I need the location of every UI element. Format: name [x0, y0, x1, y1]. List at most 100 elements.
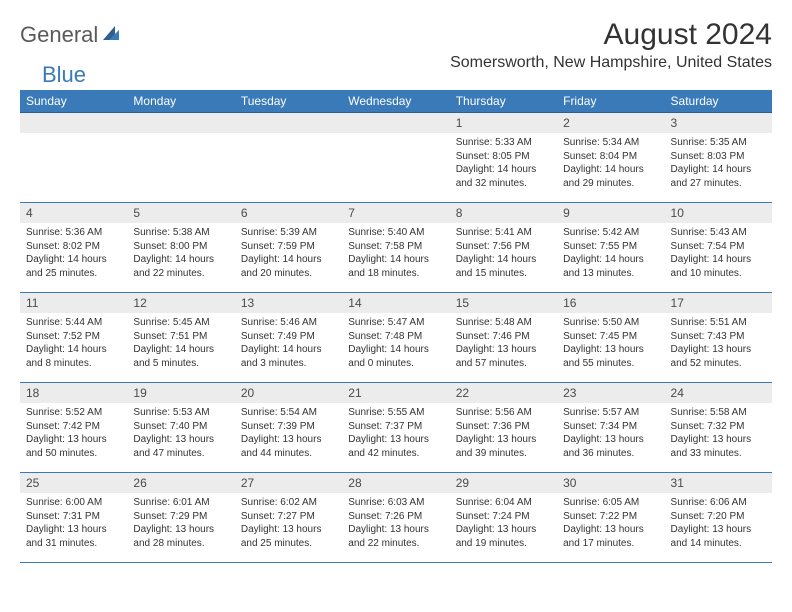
sun-info-line: and 57 minutes. [456, 357, 551, 371]
date-number: 24 [665, 383, 772, 403]
sun-info-line: and 14 minutes. [671, 537, 766, 551]
calendar-cell: 3Sunrise: 5:35 AMSunset: 8:03 PMDaylight… [665, 113, 772, 203]
calendar-cell: 5Sunrise: 5:38 AMSunset: 8:00 PMDaylight… [127, 203, 234, 293]
sun-info-line: and 10 minutes. [671, 267, 766, 281]
calendar-cell: 28Sunrise: 6:03 AMSunset: 7:26 PMDayligh… [342, 473, 449, 563]
date-number: 30 [557, 473, 664, 493]
calendar-cell [127, 113, 234, 203]
date-number: 2 [557, 113, 664, 133]
sun-info-line: Daylight: 13 hours [456, 343, 551, 357]
sun-info-line: Daylight: 14 hours [26, 253, 121, 267]
sun-info-line: Daylight: 13 hours [671, 523, 766, 537]
sun-info-line: Daylight: 13 hours [563, 523, 658, 537]
cell-content: Sunrise: 5:50 AMSunset: 7:45 PMDaylight:… [557, 313, 664, 374]
date-number: 17 [665, 293, 772, 313]
date-number: 21 [342, 383, 449, 403]
sun-info-line: Sunset: 7:58 PM [348, 240, 443, 254]
cell-content: Sunrise: 5:56 AMSunset: 7:36 PMDaylight:… [450, 403, 557, 464]
cell-content: Sunrise: 6:02 AMSunset: 7:27 PMDaylight:… [235, 493, 342, 554]
cell-content: Sunrise: 5:38 AMSunset: 8:00 PMDaylight:… [127, 223, 234, 284]
cell-content: Sunrise: 6:04 AMSunset: 7:24 PMDaylight:… [450, 493, 557, 554]
date-number: 18 [20, 383, 127, 403]
sun-info-line: and 55 minutes. [563, 357, 658, 371]
calendar-cell: 19Sunrise: 5:53 AMSunset: 7:40 PMDayligh… [127, 383, 234, 473]
cell-content: Sunrise: 5:44 AMSunset: 7:52 PMDaylight:… [20, 313, 127, 374]
sun-info-line: and 22 minutes. [133, 267, 228, 281]
sun-info-line: Sunrise: 6:01 AM [133, 496, 228, 510]
sun-info-line: Daylight: 13 hours [348, 433, 443, 447]
date-number: 22 [450, 383, 557, 403]
sun-info-line: Sunset: 8:03 PM [671, 150, 766, 164]
day-header: Sunday [20, 90, 127, 113]
week-row: 1Sunrise: 5:33 AMSunset: 8:05 PMDaylight… [20, 113, 772, 203]
sun-info-line: Sunset: 7:39 PM [241, 420, 336, 434]
sun-info-line: Sunrise: 5:45 AM [133, 316, 228, 330]
sun-info-line: Sunset: 7:59 PM [241, 240, 336, 254]
cell-content: Sunrise: 5:57 AMSunset: 7:34 PMDaylight:… [557, 403, 664, 464]
sun-info-line: and 3 minutes. [241, 357, 336, 371]
cell-content: Sunrise: 5:48 AMSunset: 7:46 PMDaylight:… [450, 313, 557, 374]
sun-info-line: Sunset: 7:55 PM [563, 240, 658, 254]
cell-content: Sunrise: 5:58 AMSunset: 7:32 PMDaylight:… [665, 403, 772, 464]
calendar-cell: 26Sunrise: 6:01 AMSunset: 7:29 PMDayligh… [127, 473, 234, 563]
calendar-cell: 24Sunrise: 5:58 AMSunset: 7:32 PMDayligh… [665, 383, 772, 473]
logo-text-general: General [20, 22, 98, 48]
date-number: 8 [450, 203, 557, 223]
sun-info-line: Sunset: 7:36 PM [456, 420, 551, 434]
empty-date-bar [20, 113, 127, 133]
sun-info-line: Daylight: 14 hours [456, 163, 551, 177]
cell-content: Sunrise: 6:00 AMSunset: 7:31 PMDaylight:… [20, 493, 127, 554]
date-number: 7 [342, 203, 449, 223]
sun-info-line: Sunrise: 5:40 AM [348, 226, 443, 240]
date-number: 10 [665, 203, 772, 223]
sun-info-line: Sunrise: 5:47 AM [348, 316, 443, 330]
sun-info-line: and 25 minutes. [26, 267, 121, 281]
calendar-cell: 29Sunrise: 6:04 AMSunset: 7:24 PMDayligh… [450, 473, 557, 563]
sun-info-line: Sunrise: 5:33 AM [456, 136, 551, 150]
date-number: 14 [342, 293, 449, 313]
sun-info-line: Sunset: 7:56 PM [456, 240, 551, 254]
sun-info-line: Sunset: 8:04 PM [563, 150, 658, 164]
calendar-cell: 31Sunrise: 6:06 AMSunset: 7:20 PMDayligh… [665, 473, 772, 563]
sun-info-line: Daylight: 13 hours [348, 523, 443, 537]
sun-info-line: Sunset: 7:24 PM [456, 510, 551, 524]
sun-info-line: Sunrise: 5:50 AM [563, 316, 658, 330]
sun-info-line: Sunset: 7:20 PM [671, 510, 766, 524]
calendar-cell: 15Sunrise: 5:48 AMSunset: 7:46 PMDayligh… [450, 293, 557, 383]
sun-info-line: and 5 minutes. [133, 357, 228, 371]
sun-info-line: Sunrise: 5:35 AM [671, 136, 766, 150]
date-number: 31 [665, 473, 772, 493]
sun-info-line: Sunset: 7:27 PM [241, 510, 336, 524]
calendar-cell: 11Sunrise: 5:44 AMSunset: 7:52 PMDayligh… [20, 293, 127, 383]
cell-content: Sunrise: 6:03 AMSunset: 7:26 PMDaylight:… [342, 493, 449, 554]
sun-info-line: Sunrise: 6:04 AM [456, 496, 551, 510]
sun-info-line: Daylight: 14 hours [563, 253, 658, 267]
sun-info-line: Daylight: 13 hours [563, 343, 658, 357]
cell-content: Sunrise: 5:42 AMSunset: 7:55 PMDaylight:… [557, 223, 664, 284]
sun-info-line: and 18 minutes. [348, 267, 443, 281]
week-row: 11Sunrise: 5:44 AMSunset: 7:52 PMDayligh… [20, 293, 772, 383]
day-header: Tuesday [235, 90, 342, 113]
day-header: Friday [557, 90, 664, 113]
calendar-table: Sunday Monday Tuesday Wednesday Thursday… [20, 90, 772, 563]
calendar-cell: 12Sunrise: 5:45 AMSunset: 7:51 PMDayligh… [127, 293, 234, 383]
cell-content: Sunrise: 5:55 AMSunset: 7:37 PMDaylight:… [342, 403, 449, 464]
calendar-cell: 16Sunrise: 5:50 AMSunset: 7:45 PMDayligh… [557, 293, 664, 383]
sun-info-line: Sunset: 7:45 PM [563, 330, 658, 344]
cell-content: Sunrise: 5:36 AMSunset: 8:02 PMDaylight:… [20, 223, 127, 284]
logo: General [20, 18, 123, 48]
sun-info-line: and 19 minutes. [456, 537, 551, 551]
sun-info-line: Sunrise: 6:00 AM [26, 496, 121, 510]
date-number: 28 [342, 473, 449, 493]
calendar-cell: 9Sunrise: 5:42 AMSunset: 7:55 PMDaylight… [557, 203, 664, 293]
empty-date-bar [235, 113, 342, 133]
cell-content: Sunrise: 6:05 AMSunset: 7:22 PMDaylight:… [557, 493, 664, 554]
cell-content: Sunrise: 5:47 AMSunset: 7:48 PMDaylight:… [342, 313, 449, 374]
week-row: 4Sunrise: 5:36 AMSunset: 8:02 PMDaylight… [20, 203, 772, 293]
sun-info-line: Sunrise: 5:41 AM [456, 226, 551, 240]
date-number: 5 [127, 203, 234, 223]
week-row: 18Sunrise: 5:52 AMSunset: 7:42 PMDayligh… [20, 383, 772, 473]
date-number: 3 [665, 113, 772, 133]
sun-info-line: Daylight: 14 hours [456, 253, 551, 267]
sun-info-line: and 39 minutes. [456, 447, 551, 461]
